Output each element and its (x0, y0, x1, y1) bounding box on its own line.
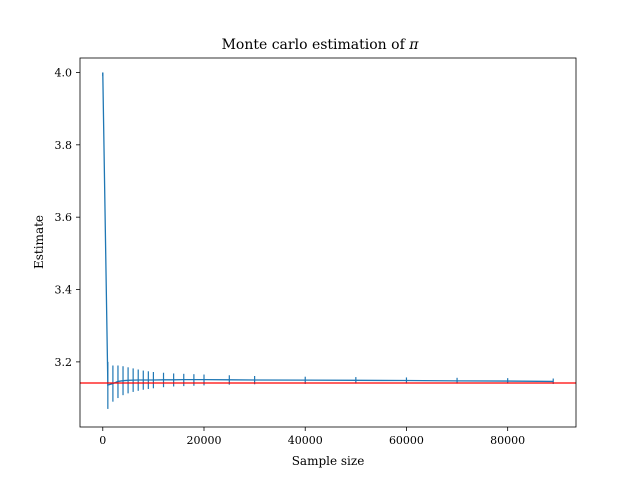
chart-title: Monte carlo estimation of π (222, 37, 420, 53)
x-axis-label: Sample size (292, 454, 365, 468)
axes-layer: 0 20000 40000 60000 80000 3.2 3.4 3.6 3.8 4.0 (55, 57, 577, 447)
plot-area (80, 72, 576, 409)
plot-frame (79, 57, 577, 428)
y-tick-label: 3.2 (55, 356, 73, 369)
series-line-0 (102, 72, 554, 386)
x-tick-label: 0 (99, 434, 106, 447)
y-axis-label: Estimate (32, 215, 46, 269)
x-tick-label: 80000 (490, 434, 525, 447)
x-tick-label: 20000 (187, 434, 222, 447)
chart-title-text: Monte carlo estimation of (222, 37, 407, 53)
y-tick-label: 3.6 (55, 211, 73, 224)
chart-title-symbol: π (408, 37, 419, 53)
x-tick-label: 60000 (389, 434, 424, 447)
y-tick-label: 4.0 (55, 66, 73, 79)
x-tick-label: 40000 (288, 434, 323, 447)
y-tick-label: 3.8 (55, 139, 73, 152)
data-layer (80, 72, 576, 409)
y-tick-label: 3.4 (55, 284, 73, 297)
